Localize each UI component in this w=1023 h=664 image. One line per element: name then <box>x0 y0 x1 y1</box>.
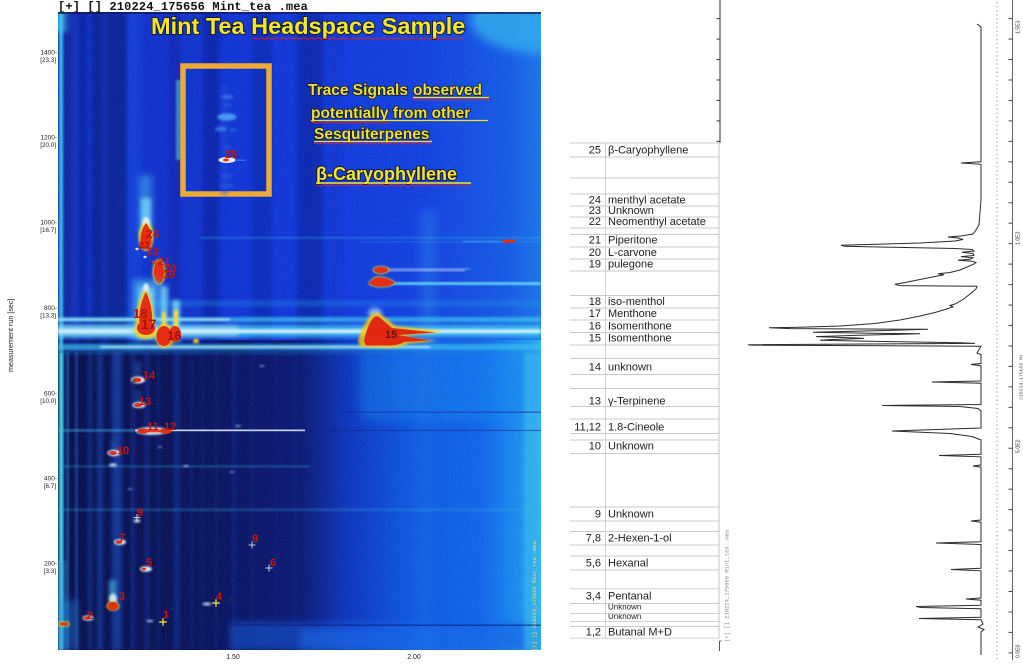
svg-text:600-: 600- <box>44 391 57 398</box>
svg-text:Menthone: Menthone <box>608 308 657 320</box>
svg-text:200-: 200- <box>44 561 57 568</box>
svg-text:25: 25 <box>589 145 601 157</box>
svg-text:pulegone: pulegone <box>608 259 653 271</box>
svg-text:Unknown: Unknown <box>608 603 641 612</box>
svg-text:0.0E0: 0.0E0 <box>1016 644 1022 658</box>
svg-text:L-carvone: L-carvone <box>608 247 657 259</box>
svg-text:11,12: 11,12 <box>574 422 601 434</box>
svg-text:[20.0]: [20.0] <box>40 142 56 149</box>
svg-text:Unknown: Unknown <box>608 441 654 453</box>
svg-text:12: 12 <box>164 421 176 433</box>
svg-text:14: 14 <box>143 370 156 382</box>
svg-text:25: 25 <box>225 149 237 161</box>
svg-text:Unknown: Unknown <box>608 612 641 621</box>
svg-text:Hexanal: Hexanal <box>608 558 648 570</box>
svg-text:21: 21 <box>589 235 601 247</box>
svg-text:Butanal M+D: Butanal M+D <box>608 627 672 639</box>
svg-text:8: 8 <box>252 533 258 545</box>
svg-text:[16.7]: [16.7] <box>40 227 56 234</box>
svg-text:6: 6 <box>270 557 276 569</box>
svg-text:menthyl acetate: menthyl acetate <box>608 195 686 207</box>
svg-text:[+] [] 210224_175656 Mint_tea: [+] [] 210224_175656 Mint_tea .mea <box>532 540 538 651</box>
svg-text:16: 16 <box>589 321 601 333</box>
svg-text:1.5E3: 1.5E3 <box>1016 20 1022 34</box>
svg-text:210224_175656 Mi: 210224_175656 Mi <box>1019 354 1023 400</box>
svg-text:800-: 800- <box>44 305 57 312</box>
svg-text:γ-Terpinene: γ-Terpinene <box>608 396 665 408</box>
svg-text:1: 1 <box>163 609 169 621</box>
svg-text:1.50: 1.50 <box>226 654 240 661</box>
svg-text:2: 2 <box>87 610 93 622</box>
svg-text:[+] [] 210224_175656 Mint_tea: [+] [] 210224_175656 Mint_tea .mea <box>724 529 731 642</box>
svg-text:15: 15 <box>385 329 397 341</box>
svg-text:15: 15 <box>589 333 601 345</box>
svg-text:1000-: 1000- <box>40 220 57 227</box>
svg-text:2.00: 2.00 <box>407 654 421 661</box>
svg-text:16: 16 <box>167 328 181 343</box>
svg-text:measurement run [sec]: measurement run [sec] <box>6 298 15 372</box>
svg-text:potentially from other: potentially from other <box>311 105 470 122</box>
svg-text:Isomenthone: Isomenthone <box>608 333 672 345</box>
svg-text:13: 13 <box>589 396 601 408</box>
svg-text:3: 3 <box>119 591 125 603</box>
svg-text:20: 20 <box>589 247 601 259</box>
svg-text:Trace Signals: Trace Signals <box>308 82 408 99</box>
svg-text:4: 4 <box>216 591 223 603</box>
svg-text:Unknown: Unknown <box>608 509 654 521</box>
svg-text:19: 19 <box>163 269 175 281</box>
svg-text:18: 18 <box>589 296 601 308</box>
svg-text:9: 9 <box>595 509 601 521</box>
svg-text:Isomenthone: Isomenthone <box>608 321 672 333</box>
svg-text:14: 14 <box>589 362 601 374</box>
svg-text:[23.3]: [23.3] <box>40 57 56 64</box>
svg-text:17: 17 <box>141 316 157 332</box>
svg-text:[6.7]: [6.7] <box>44 483 57 490</box>
svg-text:[3.3]: [3.3] <box>44 568 57 575</box>
svg-text:10: 10 <box>117 445 129 457</box>
svg-text:17: 17 <box>589 308 601 320</box>
svg-text:Neomenthyl acetate: Neomenthyl acetate <box>608 216 706 228</box>
svg-text:Sesquiterpenes: Sesquiterpenes <box>314 126 429 143</box>
svg-text:18: 18 <box>133 306 147 321</box>
svg-text:[13.3]: [13.3] <box>40 313 56 320</box>
svg-text:1400-: 1400- <box>40 50 57 57</box>
svg-text:Unknown: Unknown <box>608 205 654 217</box>
svg-text:400-: 400- <box>44 476 57 483</box>
svg-text:1,2: 1,2 <box>586 627 601 639</box>
svg-text:5,6: 5,6 <box>586 558 601 570</box>
svg-text:21: 21 <box>158 256 170 268</box>
svg-text:7: 7 <box>119 532 125 544</box>
svg-text:5: 5 <box>146 557 152 569</box>
svg-text:19: 19 <box>589 259 601 271</box>
svg-text:24: 24 <box>589 195 601 207</box>
svg-text:20: 20 <box>164 263 176 275</box>
svg-text:13: 13 <box>139 396 151 408</box>
svg-text:iso-menthol: iso-menthol <box>608 296 665 308</box>
svg-text:24: 24 <box>146 227 160 241</box>
svg-text:1200-: 1200- <box>40 135 57 142</box>
svg-text:22: 22 <box>589 216 601 228</box>
svg-text:1.8-Cineole: 1.8-Cineole <box>608 422 664 434</box>
svg-text:[10.0]: [10.0] <box>40 398 56 405</box>
svg-text:22: 22 <box>147 246 159 258</box>
svg-text:23: 23 <box>139 240 150 251</box>
svg-text:[+] [] 210224_175656 Mint_tea: [+] [] 210224_175656 Mint_tea .mea <box>58 0 308 14</box>
svg-text:β-Caryophyllene: β-Caryophyllene <box>608 145 688 157</box>
svg-text:11: 11 <box>147 421 159 433</box>
svg-text:23: 23 <box>589 205 601 217</box>
svg-text:Piperitone: Piperitone <box>608 235 658 247</box>
svg-text:5.0E2: 5.0E2 <box>1016 439 1022 453</box>
svg-text:β-Caryophyllene: β-Caryophyllene <box>316 164 457 184</box>
svg-text:unknown: unknown <box>608 362 652 374</box>
svg-text:10: 10 <box>589 441 601 453</box>
svg-text:Pentanal: Pentanal <box>608 591 651 603</box>
svg-text:observed: observed <box>413 82 482 99</box>
svg-text:2-Hexen-1-ol: 2-Hexen-1-ol <box>608 533 672 545</box>
svg-text:9: 9 <box>137 507 143 519</box>
svg-text:Mint Tea Headspace Sample: Mint Tea Headspace Sample <box>151 13 465 39</box>
svg-text:1.0E3: 1.0E3 <box>1016 231 1022 245</box>
svg-text:3,4: 3,4 <box>586 591 601 603</box>
svg-text:7,8: 7,8 <box>586 533 601 545</box>
